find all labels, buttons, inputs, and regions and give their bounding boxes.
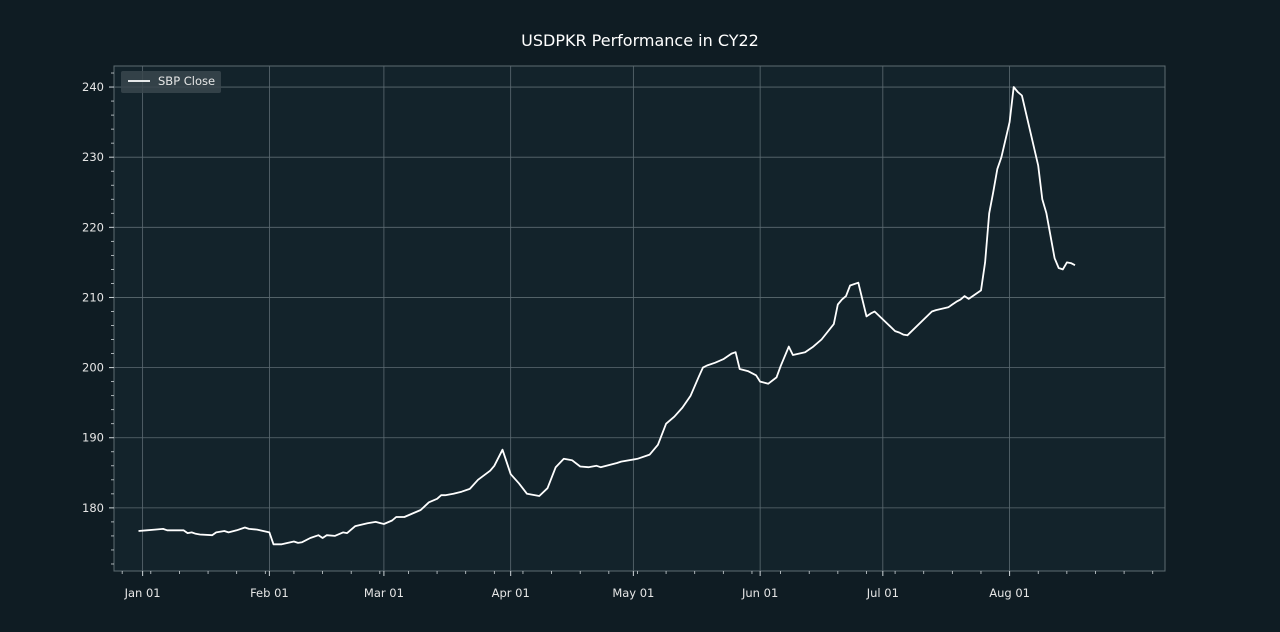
x-axis: Jan 01 Feb 01 Mar 01 Apr 01 May 01 Jun 01 Jul …: [121, 571, 1154, 600]
plot-area: [113, 65, 1166, 572]
y-tick-label: 230: [82, 150, 104, 164]
y-tick-label: 210: [82, 290, 104, 304]
x-tick-label: Jul 01: [866, 586, 899, 600]
y-tick-label: 200: [82, 361, 104, 375]
x-tick-label: Mar 01: [364, 586, 404, 600]
x-tick-label: Jun 01: [741, 586, 778, 600]
y-tick-label: 220: [82, 220, 104, 234]
legend: SBP Close: [121, 71, 221, 93]
legend-label: SBP Close: [158, 74, 215, 88]
series-line-sbp-close: [138, 86, 1076, 546]
x-tick-label: Feb 01: [250, 586, 289, 600]
legend-box: [121, 71, 221, 93]
x-tick-label: Jan 01: [124, 586, 161, 600]
x-tick-label: Apr 01: [492, 586, 530, 600]
y-tick-label: 190: [82, 431, 104, 445]
y-tick-label: 180: [82, 501, 104, 515]
chart-title: USDPKR Performance in CY22: [521, 31, 759, 50]
y-tick-label: 240: [82, 80, 104, 94]
series-layer: [138, 86, 1076, 546]
x-tick-label: Aug 01: [989, 586, 1030, 600]
x-tick-label: May 01: [612, 586, 654, 600]
y-axis: 180 190 200 210 220 230 240: [82, 72, 114, 565]
